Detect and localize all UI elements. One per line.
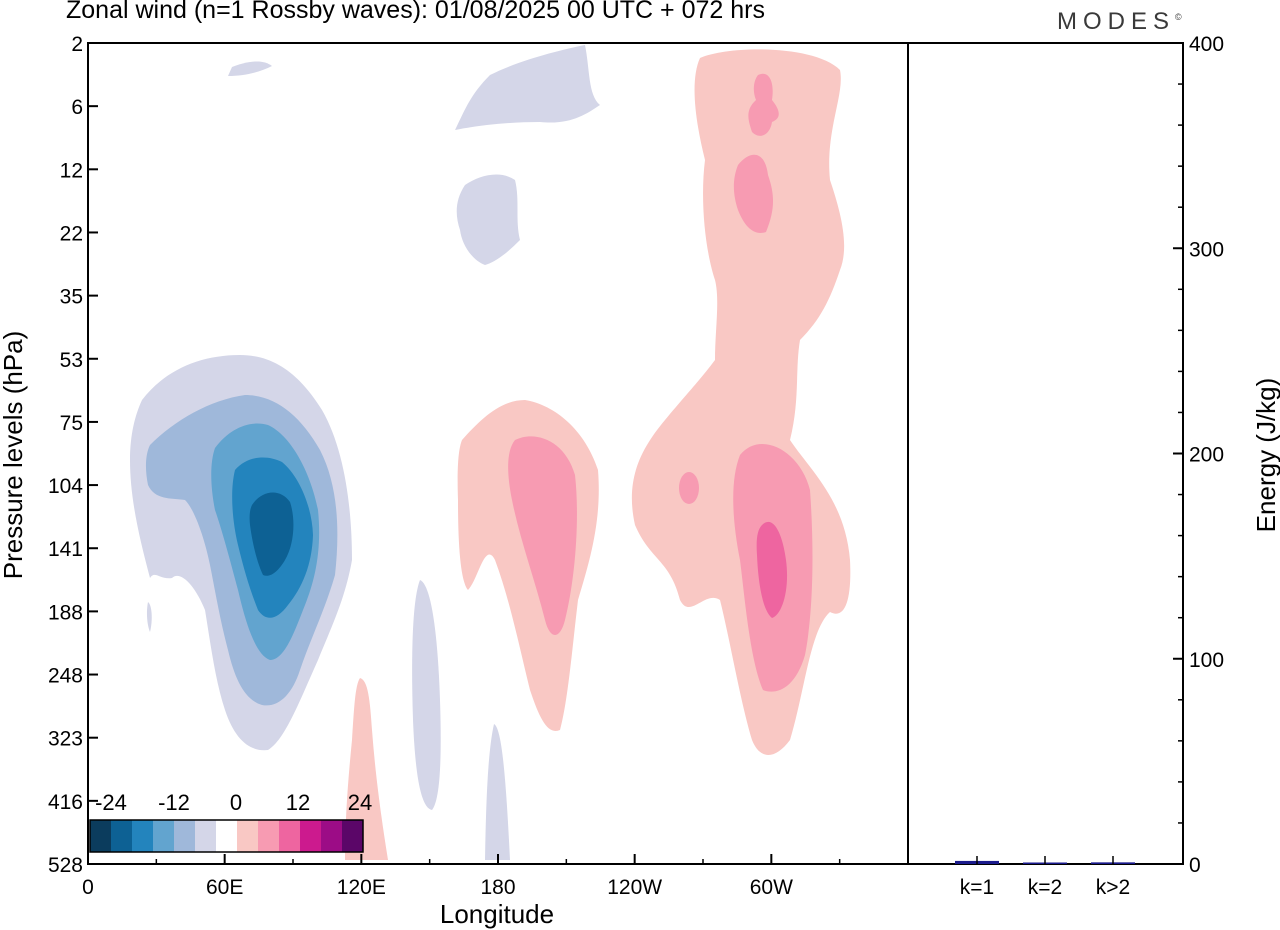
y-tick-label: 53	[60, 349, 83, 372]
bar-category-label: k=2	[1028, 876, 1062, 899]
y-tick-label: 2	[71, 33, 83, 56]
y-tick-label: 35	[60, 286, 83, 309]
contour-easterly-strand-150e	[412, 580, 441, 810]
contour-field	[130, 45, 851, 860]
colorbar-label: 0	[230, 790, 242, 815]
energy-axis-label: Energy (J/kg)	[1251, 378, 1280, 533]
y-tick-label: 188	[48, 601, 83, 624]
y-tick-label: 416	[48, 791, 83, 814]
chart-title: Zonal wind (n=1 Rossby waves): 01/08/202…	[66, 0, 765, 24]
contour-westerly-small-blob	[679, 472, 699, 504]
colorbar-swatch	[279, 820, 300, 852]
colorbar-label: -24	[95, 790, 127, 815]
colorbar-swatch	[153, 820, 174, 852]
contour-easterly-upper-c	[228, 61, 272, 76]
contour-westerly-eastpac-12	[756, 521, 788, 618]
colorbar-swatch	[111, 820, 132, 852]
colorbar-frame	[89, 819, 364, 853]
brand-logo: MODES©	[1057, 8, 1182, 36]
y-axis-label: Pressure levels (hPa)	[0, 331, 28, 580]
colorbar-swatch	[90, 820, 111, 852]
colorbar-label: -12	[158, 790, 190, 815]
energy-tick-label: 300	[1189, 238, 1224, 261]
x-tick-label: 60E	[206, 876, 243, 899]
y-tick-label: 6	[71, 96, 83, 119]
contour-westerly-120e-4	[345, 678, 388, 860]
bar-category-label: k>2	[1096, 876, 1130, 899]
y-tick-label: 12	[60, 159, 83, 182]
bar-category-label: k=1	[960, 876, 994, 899]
contour-easterly-strand-30e	[146, 602, 152, 632]
x-tick-label: 120W	[607, 876, 662, 899]
bar-category-labels: k=1 k=2 k>2	[960, 856, 1130, 899]
colorbar-legend	[89, 819, 364, 853]
bar-plot-frame	[907, 42, 1184, 865]
contour-easterly-strand-180	[485, 724, 510, 860]
contour-westerly-eastpac-4	[631, 49, 851, 755]
x-axis-ticks: 0 60E 120E 180 120W 60W	[82, 854, 841, 899]
brand-text: MODES	[1057, 8, 1176, 35]
y-tick-label: 528	[48, 854, 83, 877]
colorbar-swatch	[342, 820, 363, 852]
y-axis-ticks: 2 6 12 22 35 53 75 104 141 188 248 323 416 528	[48, 33, 98, 877]
contour-easterly-upper-b	[456, 174, 520, 265]
contour-westerly-eastpac-8b	[733, 154, 774, 234]
contour-westerly-dateline-8	[508, 436, 577, 635]
colorbar-swatch	[321, 820, 342, 852]
colorbar-swatch	[300, 820, 321, 852]
contour-easterly-core-20	[249, 492, 294, 576]
colorbar-swatch	[174, 820, 195, 852]
x-axis-label: Longitude	[440, 899, 554, 929]
colorbar-label: 24	[348, 790, 372, 815]
x-tick-label: 0	[82, 876, 94, 899]
colorbar-label: 12	[286, 790, 310, 815]
contour-easterly-upper-a	[455, 45, 600, 130]
y-tick-label: 248	[48, 665, 83, 688]
colorbar-swatch	[132, 820, 153, 852]
y-tick-label: 141	[48, 538, 83, 561]
y-tick-label: 22	[60, 222, 83, 245]
energy-axis-ticks: 0 100 200 300 400	[1173, 33, 1224, 877]
y-tick-label: 75	[60, 412, 83, 435]
contour-westerly-eastpac-8c	[748, 73, 779, 136]
brand-mark: ©	[1175, 12, 1182, 22]
y-tick-label: 323	[48, 728, 83, 751]
colorbar-swatch	[195, 820, 216, 852]
energy-tick-label: 100	[1189, 649, 1224, 672]
colorbar-swatch	[237, 820, 258, 852]
colorbar-swatch	[258, 820, 279, 852]
colorbar-swatch	[216, 820, 237, 852]
y-tick-label: 104	[48, 475, 83, 498]
x-tick-label: 60W	[750, 876, 793, 899]
energy-tick-label: 200	[1189, 444, 1224, 467]
colorbar-labels: -24 -12 0 12 24	[95, 790, 372, 815]
x-tick-label: 180	[480, 876, 515, 899]
energy-tick-label: 400	[1189, 33, 1224, 56]
x-tick-label: 120E	[337, 876, 386, 899]
energy-tick-label: 0	[1189, 854, 1201, 877]
